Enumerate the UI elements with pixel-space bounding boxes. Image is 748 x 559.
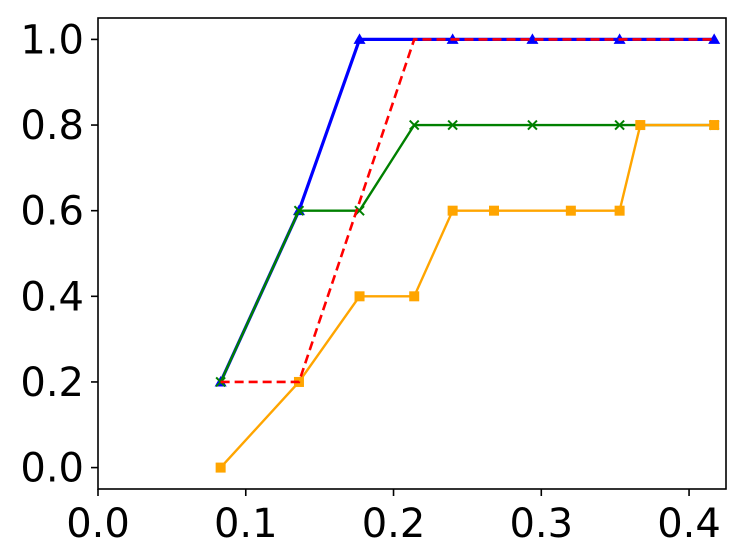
series-line-1: [219, 123, 715, 383]
series-line-2: [219, 123, 715, 469]
data-point: [565, 205, 576, 216]
axes: 0.0 0.2 0.4 0.6 0.8 1.0 0.0 0.1 0.2 0.3 0.4: [20, 17, 727, 547]
series-1: [215, 119, 720, 388]
data-point: [354, 291, 365, 302]
x-tick-label: 0.3: [509, 501, 573, 547]
data-point: [614, 119, 625, 131]
data-point: [447, 205, 458, 216]
data-point: [409, 291, 420, 302]
data-point: [447, 119, 458, 131]
axes-frame: [97, 17, 727, 490]
data-point: [614, 205, 625, 216]
data-point: [215, 462, 226, 473]
x-tick-label: 0.2: [362, 501, 426, 547]
data-point: [489, 205, 500, 216]
data-point: [293, 205, 305, 216]
series-layer: [214, 33, 721, 473]
y-tick-label: 0.8: [20, 103, 84, 149]
y-tick-label: 0.6: [20, 189, 84, 235]
data-point: [527, 119, 538, 131]
y-tick-label: 1.0: [20, 17, 84, 63]
y-tick-label: 0.0: [20, 446, 84, 492]
x-tick-label: 0.0: [66, 501, 130, 547]
data-point: [708, 33, 721, 44]
series-3: [220, 38, 715, 384]
x-tick-label: 0.1: [214, 501, 278, 547]
x-tick-label: 0.4: [657, 501, 721, 547]
series-line-3: [220, 38, 715, 384]
y-tick-label: 0.2: [20, 360, 84, 406]
y-tick-label: 0.4: [20, 274, 84, 320]
data-point: [526, 33, 539, 44]
data-point: [353, 33, 366, 44]
series-2: [215, 120, 720, 473]
data-point: [635, 120, 646, 131]
data-point: [409, 119, 420, 131]
data-point: [709, 120, 720, 131]
